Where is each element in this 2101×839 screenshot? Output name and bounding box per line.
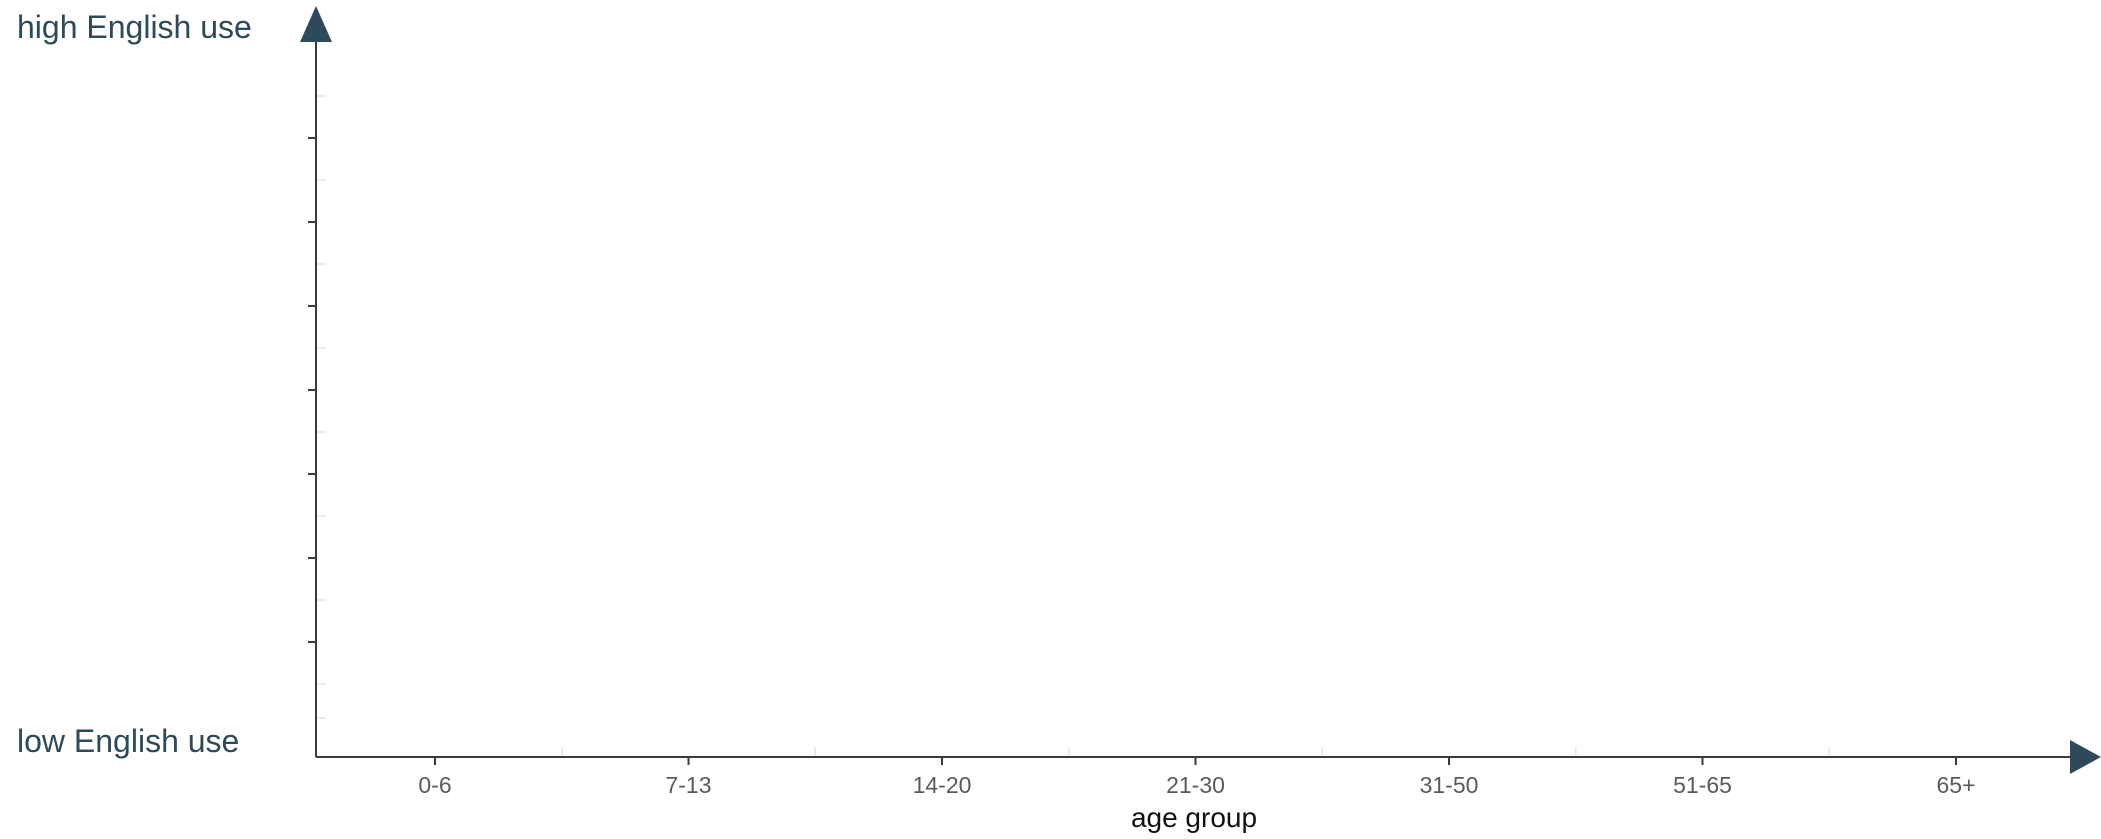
x-tick-label: 7-13 <box>665 772 711 798</box>
y-minor-ticks <box>316 95 326 719</box>
y-major-ticks <box>308 137 316 643</box>
x-tick-label: 65+ <box>1936 772 1975 798</box>
x-axis-arrow-icon <box>2070 740 2101 774</box>
x-tick-label: 21-30 <box>1166 772 1225 798</box>
x-tick-label: 0-6 <box>418 772 451 798</box>
x-tick-label: 14-20 <box>913 772 972 798</box>
y-high-label: high English use <box>17 9 252 45</box>
x-ticks <box>434 747 1957 765</box>
y-axis-arrow-icon <box>300 6 332 42</box>
x-axis-label: age group <box>1131 802 1257 833</box>
x-tick-labels: 0-6 7-13 14-20 21-30 31-50 51-65 65+ <box>418 772 1975 798</box>
y-low-label: low English use <box>17 723 239 759</box>
x-tick-label: 51-65 <box>1673 772 1732 798</box>
x-tick-label: 31-50 <box>1420 772 1479 798</box>
